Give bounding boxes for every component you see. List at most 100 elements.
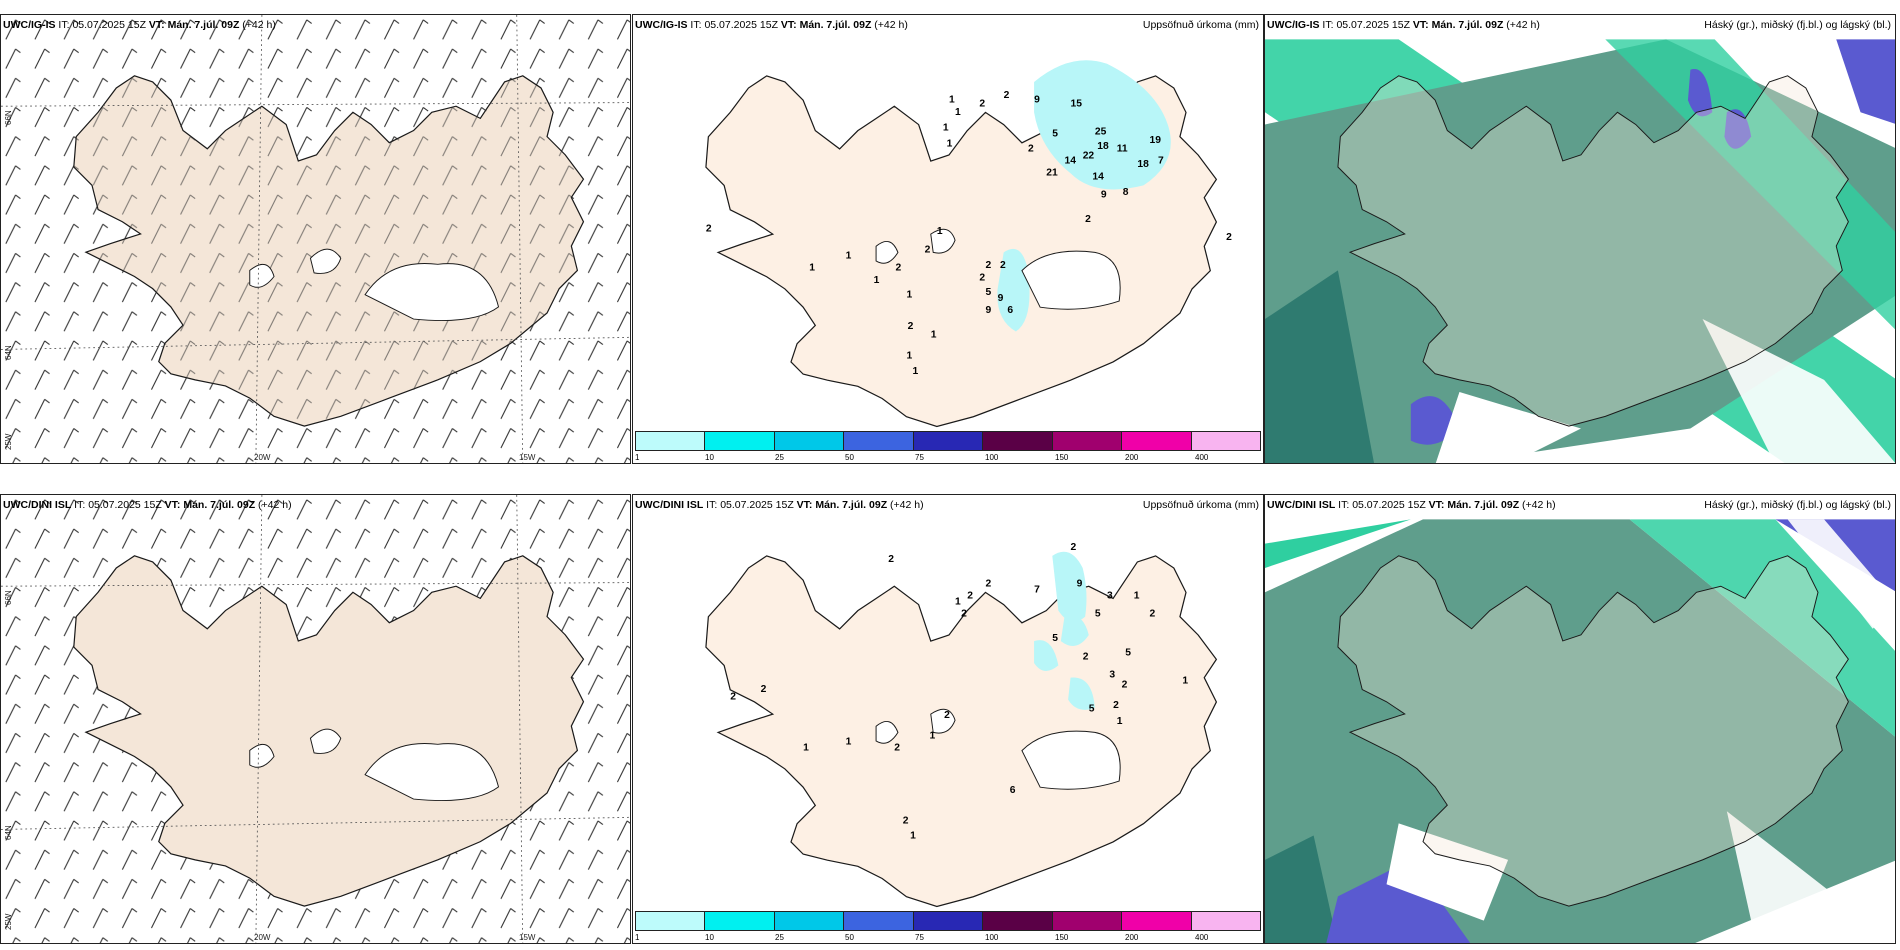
colorbar-top: [635, 431, 1261, 451]
precip-value-label: 6: [1007, 305, 1013, 316]
colorbar-tick: 100: [985, 453, 999, 462]
colorbar-tick: 50: [845, 933, 854, 942]
lon-label-15: 15W: [519, 453, 536, 462]
colorbar-swatch: [705, 912, 775, 930]
precip-value-label: 2: [1000, 260, 1006, 271]
colorbar-tick: 1: [635, 933, 640, 942]
precip-panel-bottom: UWC/DINI ISL IT: 05.07.2025 15Z VT: Mán.…: [632, 494, 1264, 944]
wind-panel-bottom: UWC/DINI ISL IT: 05.07.2025 15Z VT: Mán.…: [0, 494, 631, 944]
panel-header: UWC/DINI ISL IT: 05.07.2025 15Z VT: Mán.…: [1267, 499, 1556, 511]
precip-value-label: 1: [931, 330, 937, 341]
precip-value-label: 2: [706, 224, 712, 235]
colorbar-tick: 100: [985, 933, 999, 942]
colorbar-swatch: [1052, 432, 1123, 450]
colorbar-tick: 75: [915, 933, 924, 942]
precip-value-label: 1: [947, 138, 953, 149]
colorbar-swatch: [1122, 912, 1192, 930]
precip-value-label: 2: [761, 684, 767, 695]
colorbar-swatch: [636, 432, 706, 450]
colorbar-tick: 25: [775, 453, 784, 462]
precip-value-label: 14: [1092, 171, 1104, 182]
precip-value-label: 2: [961, 609, 967, 620]
colorbar-swatch: [913, 912, 984, 930]
precip-value-label: 11: [1117, 143, 1128, 154]
precip-value-label: 5: [985, 287, 991, 298]
precip-value-label: 1: [910, 830, 916, 841]
colorbar-swatch: [983, 912, 1053, 930]
colorbar-tick: 10: [705, 453, 714, 462]
precip-title: Uppsöfnuð úrkoma (mm): [1142, 19, 1259, 31]
precip-value-label: 1: [846, 737, 852, 748]
colorbar-swatch: [705, 432, 775, 450]
precip-value-label: 1: [1117, 716, 1123, 727]
precip-value-label: 2: [908, 321, 914, 332]
cloud-title: Háský (gr.), miðský (fj.bl.) og lágský (…: [1704, 19, 1891, 31]
precip-value-label: 1: [846, 250, 852, 261]
precip-value-label: 1: [943, 123, 949, 134]
precip-value-label: 5: [1095, 609, 1101, 620]
precip-value-label: 2: [1085, 214, 1091, 225]
colorbar-swatch: [1191, 912, 1260, 930]
precip-value-label: 7: [1034, 584, 1040, 595]
colorbar-swatch: [774, 432, 845, 450]
panel-header: UWC/IG-IS IT: 05.07.2025 15Z VT: Mán. 7.…: [635, 19, 908, 31]
lon-label-15: 15W: [519, 933, 536, 942]
precip-value-label: 1: [906, 350, 912, 361]
cloud-panel-bottom: UWC/DINI ISL IT: 05.07.2025 15Z VT: Mán.…: [1264, 494, 1896, 944]
precip-value-label: 5: [1125, 648, 1131, 659]
colorbar-swatch: [774, 912, 845, 930]
precip-value-label: 9: [1077, 578, 1083, 589]
colorbar-swatch: [636, 912, 706, 930]
lat-label-64: 64N: [4, 345, 13, 360]
precip-value-label: 2: [1226, 232, 1232, 243]
precip-value-label: 5: [1089, 704, 1095, 715]
wind-map-top: [1, 15, 630, 463]
precip-value-label: 2: [1122, 679, 1128, 690]
colorbar-swatch: [844, 432, 914, 450]
precip-panel-top: UWC/IG-IS IT: 05.07.2025 15Z VT: Mán. 7.…: [632, 14, 1264, 464]
lat-label-66: 66N: [4, 590, 13, 605]
precip-value-label: 1: [809, 263, 815, 274]
colorbar-swatch: [1191, 432, 1260, 450]
precip-value-label: 1: [955, 597, 961, 608]
precip-value-label: 6: [1010, 785, 1016, 796]
cloud-map-bottom: [1265, 495, 1895, 943]
precip-value-label: 2: [985, 260, 991, 271]
cloud-map-top: [1265, 15, 1895, 463]
cloud-panel-top: UWC/IG-IS IT: 05.07.2025 15Z VT: Mán. 7.…: [1264, 14, 1896, 464]
panel-header: UWC/DINI ISL IT: 05.07.2025 15Z VT: Mán.…: [3, 499, 292, 511]
lon-label-20: 20W: [254, 453, 271, 462]
precip-value-label: 2: [944, 710, 950, 721]
lon-label-25: 25W: [4, 913, 13, 930]
precip-value-label: 18: [1137, 159, 1149, 170]
precip-value-label: 1: [1134, 590, 1140, 601]
precip-value-label: 14: [1064, 156, 1076, 167]
precip-value-label: 2: [1113, 700, 1119, 711]
precip-value-label: 2: [903, 816, 909, 827]
colorbar-tick: 200: [1125, 453, 1139, 462]
precip-value-label: 2: [967, 590, 973, 601]
colorbar-tick: 150: [1055, 453, 1069, 462]
colorbar-tick: 25: [775, 933, 784, 942]
precip-value-label: 19: [1150, 135, 1162, 146]
precip-value-label: 2: [985, 578, 991, 589]
precip-value-label: 2: [925, 244, 931, 255]
precip-value-label: 21: [1046, 168, 1058, 179]
precip-value-label: 1: [955, 107, 961, 118]
lat-label-66: 66N: [4, 110, 13, 125]
precip-value-label: 1: [803, 743, 809, 754]
precip-value-label: 2: [1071, 542, 1077, 553]
precip-value-label: 1: [913, 366, 919, 377]
precip-value-label: 1: [949, 95, 955, 106]
precip-value-label: 2: [894, 743, 900, 754]
precip-value-label: 2: [979, 272, 985, 283]
precip-map-bottom: 2 9 2 2 2 1 2 7 3 5 2 5 2 5 3 2 1 1 2 1 …: [705, 542, 1217, 908]
colorbar-swatch: [1052, 912, 1123, 930]
colorbar-tick: 400: [1195, 933, 1209, 942]
wind-panel-top: UWC/IG-IS IT: 05.07.2025 15Z VT: Mán. 7.…: [0, 14, 631, 464]
cloud-title: Háský (gr.), miðský (fj.bl.) og lágský (…: [1704, 499, 1891, 511]
panel-header: UWC/DINI ISL IT: 05.07.2025 15Z VT: Mán.…: [635, 499, 924, 511]
precip-value-label: 2: [730, 692, 736, 703]
colorbar-tick: 150: [1055, 933, 1069, 942]
precip-value-label: 1: [1182, 676, 1188, 687]
